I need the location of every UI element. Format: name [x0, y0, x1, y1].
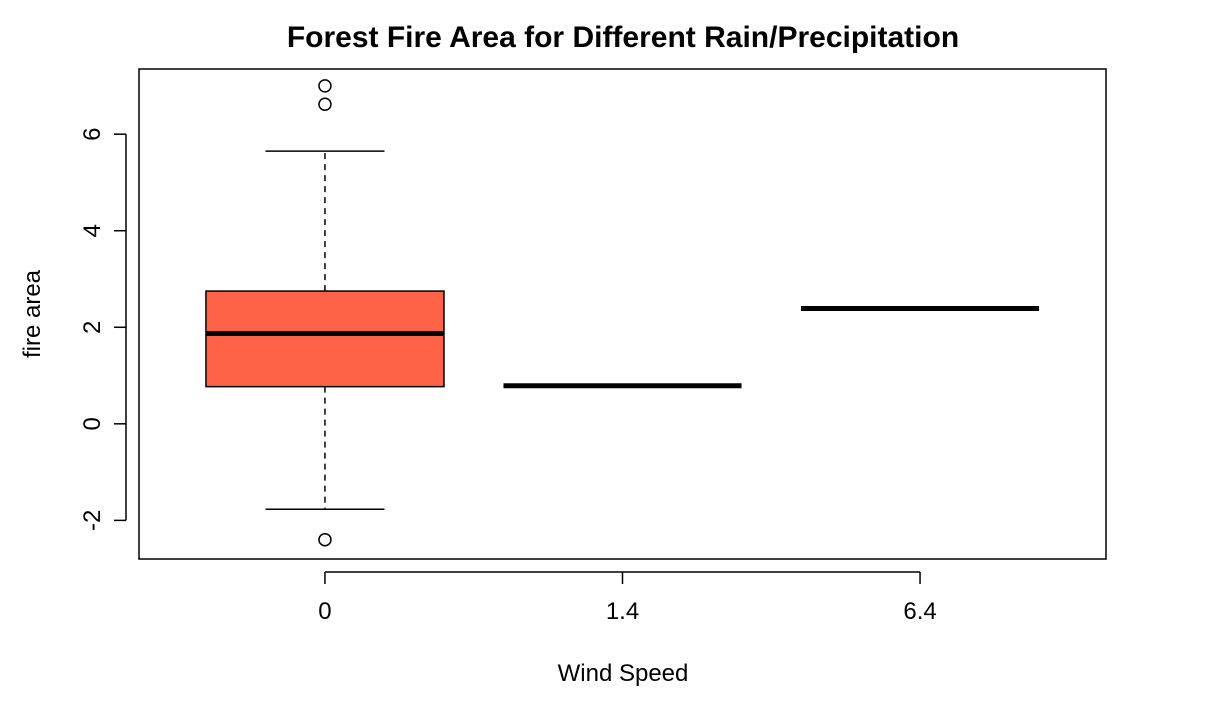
y-axis-label: fire area	[19, 269, 46, 358]
boxes	[205, 79, 1040, 547]
x-tick-label: 0	[318, 598, 331, 625]
y-tick-label: 4	[79, 224, 106, 237]
y-tick-label: 6	[79, 127, 106, 140]
y-tick-label: 0	[79, 417, 106, 430]
y-tick-label: 2	[79, 321, 106, 334]
x-tick-label: 6.4	[903, 598, 936, 625]
outlier-point	[318, 97, 332, 111]
y-axis: -2 0 2 4 6	[79, 127, 127, 531]
y-tick-label: -2	[79, 510, 106, 531]
box-group	[205, 79, 445, 547]
chart-title: Forest Fire Area for Different Rain/Prec…	[287, 21, 959, 54]
outlier-point	[318, 532, 332, 547]
iqr-box	[205, 290, 445, 388]
plot-frame	[138, 68, 1107, 560]
outlier-point	[318, 79, 332, 93]
x-axis-label: Wind Speed	[558, 660, 689, 687]
x-axis: 0 1.4 6.4	[318, 571, 937, 625]
x-tick-label: 1.4	[606, 598, 639, 625]
